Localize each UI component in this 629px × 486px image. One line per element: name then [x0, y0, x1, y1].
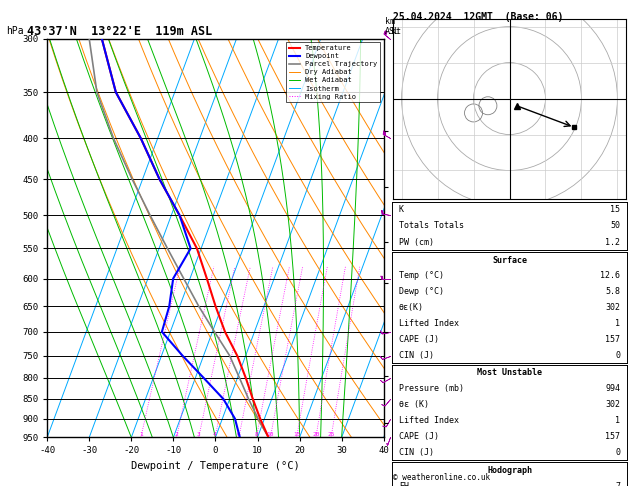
Text: kt: kt: [391, 27, 401, 36]
Text: Hodograph: Hodograph: [487, 466, 532, 475]
Text: 25: 25: [327, 433, 335, 437]
Text: EH: EH: [399, 482, 409, 486]
Text: CAPE (J): CAPE (J): [399, 335, 439, 344]
Text: Lifted Index: Lifted Index: [399, 416, 459, 425]
Text: Dewp (°C): Dewp (°C): [399, 287, 444, 296]
Text: CAPE (J): CAPE (J): [399, 432, 439, 441]
Text: 8: 8: [255, 433, 259, 437]
Text: 43°37'N  13°22'E  119m ASL: 43°37'N 13°22'E 119m ASL: [27, 25, 212, 38]
Text: 1.2: 1.2: [605, 238, 620, 247]
Text: Totals Totals: Totals Totals: [399, 222, 464, 230]
Text: Surface: Surface: [492, 256, 527, 265]
Text: Temp (°C): Temp (°C): [399, 272, 444, 280]
Text: 10: 10: [267, 433, 274, 437]
Text: 7: 7: [615, 482, 620, 486]
Text: θε (K): θε (K): [399, 400, 429, 409]
Legend: Temperature, Dewpoint, Parcel Trajectory, Dry Adiabat, Wet Adiabat, Isotherm, Mi: Temperature, Dewpoint, Parcel Trajectory…: [286, 42, 381, 103]
Text: 0: 0: [615, 448, 620, 457]
Text: 1: 1: [615, 416, 620, 425]
Text: K: K: [399, 205, 404, 214]
Text: 157: 157: [605, 432, 620, 441]
Text: 3: 3: [197, 433, 201, 437]
X-axis label: Dewpoint / Temperature (°C): Dewpoint / Temperature (°C): [131, 461, 300, 471]
Text: Lifted Index: Lifted Index: [399, 319, 459, 328]
Text: 1: 1: [139, 433, 143, 437]
Text: Pressure (mb): Pressure (mb): [399, 384, 464, 393]
Text: 15: 15: [293, 433, 301, 437]
Text: 12.6: 12.6: [600, 272, 620, 280]
Text: 994: 994: [605, 384, 620, 393]
Text: 15: 15: [610, 205, 620, 214]
Text: 50: 50: [610, 222, 620, 230]
Text: 6: 6: [237, 433, 241, 437]
Text: 157: 157: [605, 335, 620, 344]
Text: 302: 302: [605, 400, 620, 409]
Text: © weatheronline.co.uk: © weatheronline.co.uk: [393, 473, 490, 482]
Text: 20: 20: [312, 433, 320, 437]
Text: CIN (J): CIN (J): [399, 350, 434, 360]
Text: 25.04.2024  12GMT  (Base: 06): 25.04.2024 12GMT (Base: 06): [393, 12, 564, 22]
Text: 302: 302: [605, 303, 620, 312]
Text: θε(K): θε(K): [399, 303, 424, 312]
Text: hPa: hPa: [6, 26, 24, 36]
Text: km
ASL: km ASL: [385, 17, 400, 36]
Text: CIN (J): CIN (J): [399, 448, 434, 457]
Text: 5.8: 5.8: [605, 287, 620, 296]
Text: 2: 2: [175, 433, 179, 437]
Text: 0: 0: [615, 350, 620, 360]
Text: PW (cm): PW (cm): [399, 238, 434, 247]
Text: 4: 4: [213, 433, 217, 437]
Text: 1: 1: [615, 319, 620, 328]
Text: Most Unstable: Most Unstable: [477, 368, 542, 378]
